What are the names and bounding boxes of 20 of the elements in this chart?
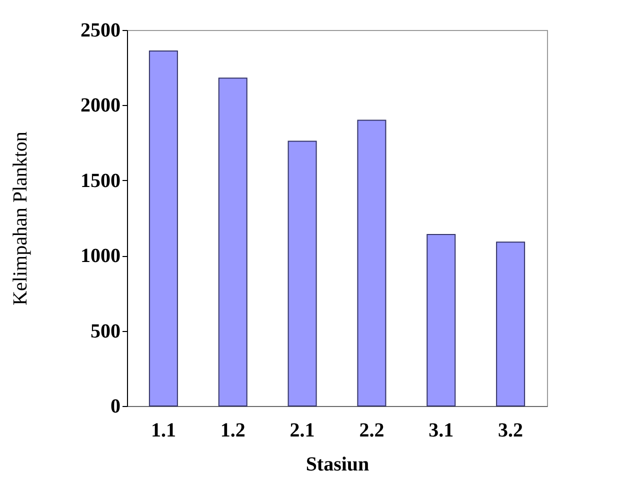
x-tick-label: 3.1 — [428, 420, 454, 442]
y-tick-label: 2000 — [80, 94, 120, 117]
bar — [496, 242, 526, 406]
bar — [148, 50, 178, 406]
y-tick-label: 1000 — [80, 245, 120, 268]
y-tick-label: 0 — [110, 396, 120, 418]
bar — [218, 78, 248, 406]
bar — [288, 140, 317, 406]
x-tick-label: 1.1 — [150, 420, 176, 442]
bar — [357, 120, 386, 406]
y-tick-label: 1500 — [80, 170, 120, 192]
x-tick-label: 2.1 — [290, 420, 315, 442]
x-axis-title: Stasiun — [306, 454, 370, 476]
bar — [426, 234, 456, 406]
y-axis-title: Kelimpahan Plankton — [10, 132, 32, 306]
y-tick-label: 500 — [90, 320, 120, 342]
y-tick-label: 2500 — [80, 20, 120, 42]
x-tick-label: 3.2 — [498, 420, 524, 442]
x-tick-label: 2.2 — [359, 420, 384, 442]
x-tick-label: 1.2 — [220, 420, 246, 442]
